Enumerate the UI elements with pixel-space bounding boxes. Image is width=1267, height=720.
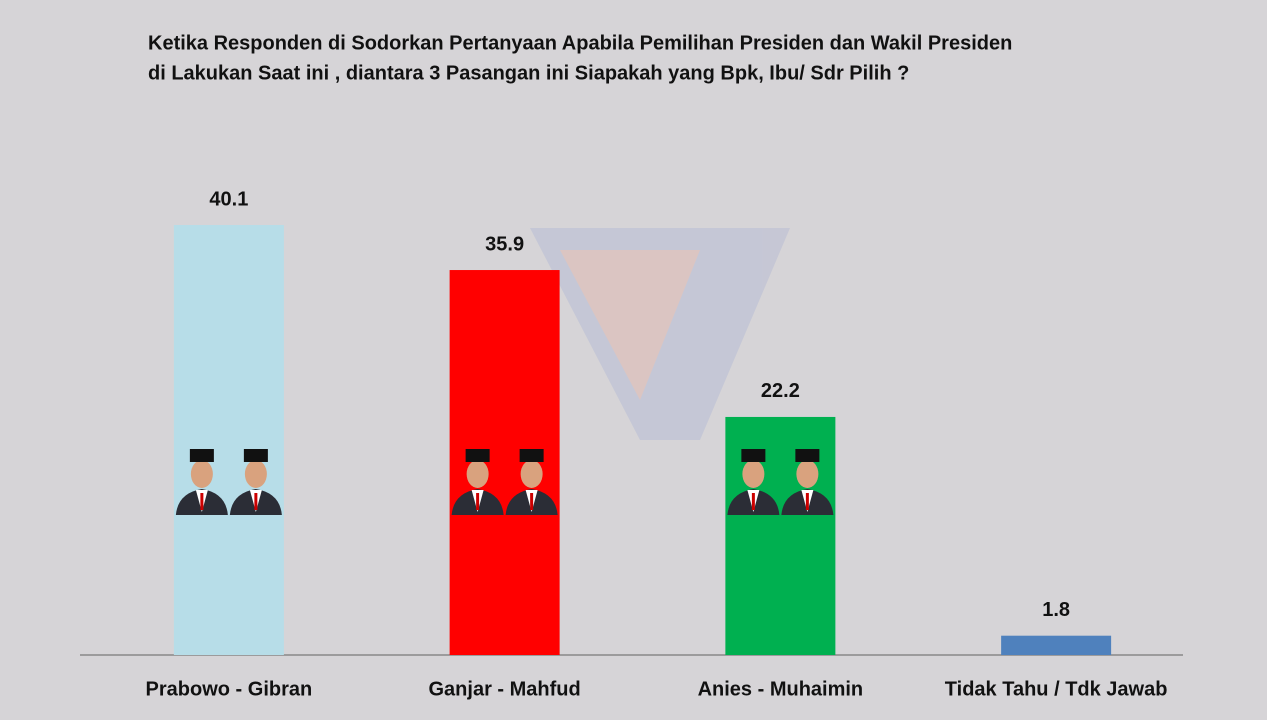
chart-title: Ketika Responden di Sodorkan Pertanyaan … bbox=[148, 32, 1012, 54]
bar bbox=[173, 225, 284, 655]
photo-cap bbox=[795, 449, 820, 462]
value-label: 22.2 bbox=[761, 380, 800, 402]
candidate-photo bbox=[727, 449, 834, 515]
bar bbox=[449, 270, 560, 655]
photo-face bbox=[520, 460, 543, 488]
x-tick-label: Tidak Tahu / Tdk Jawab bbox=[945, 678, 1168, 700]
x-tick-label: Ganjar - Mahfud bbox=[429, 678, 581, 700]
watermark bbox=[530, 228, 790, 440]
chart-title: di Lakukan Saat ini , diantara 3 Pasanga… bbox=[148, 62, 909, 84]
bar bbox=[1001, 635, 1112, 655]
photo-face bbox=[796, 460, 819, 488]
photo-face bbox=[742, 460, 765, 488]
x-tick-label: Prabowo - Gibran bbox=[146, 678, 313, 700]
photo-face bbox=[466, 460, 489, 488]
value-label: 35.9 bbox=[485, 233, 524, 255]
x-tick-label: Anies - Muhaimin bbox=[698, 678, 864, 700]
photo-cap bbox=[465, 449, 490, 462]
photo-cap bbox=[519, 449, 544, 462]
photo-cap bbox=[243, 449, 268, 462]
value-label: 1.8 bbox=[1042, 599, 1070, 621]
photo-face bbox=[190, 460, 213, 488]
candidate-photo bbox=[175, 449, 282, 515]
value-label: 40.1 bbox=[209, 188, 248, 210]
photo-cap bbox=[741, 449, 766, 462]
photo-face bbox=[244, 460, 267, 488]
candidate-photo bbox=[451, 449, 558, 515]
photo-cap bbox=[189, 449, 214, 462]
